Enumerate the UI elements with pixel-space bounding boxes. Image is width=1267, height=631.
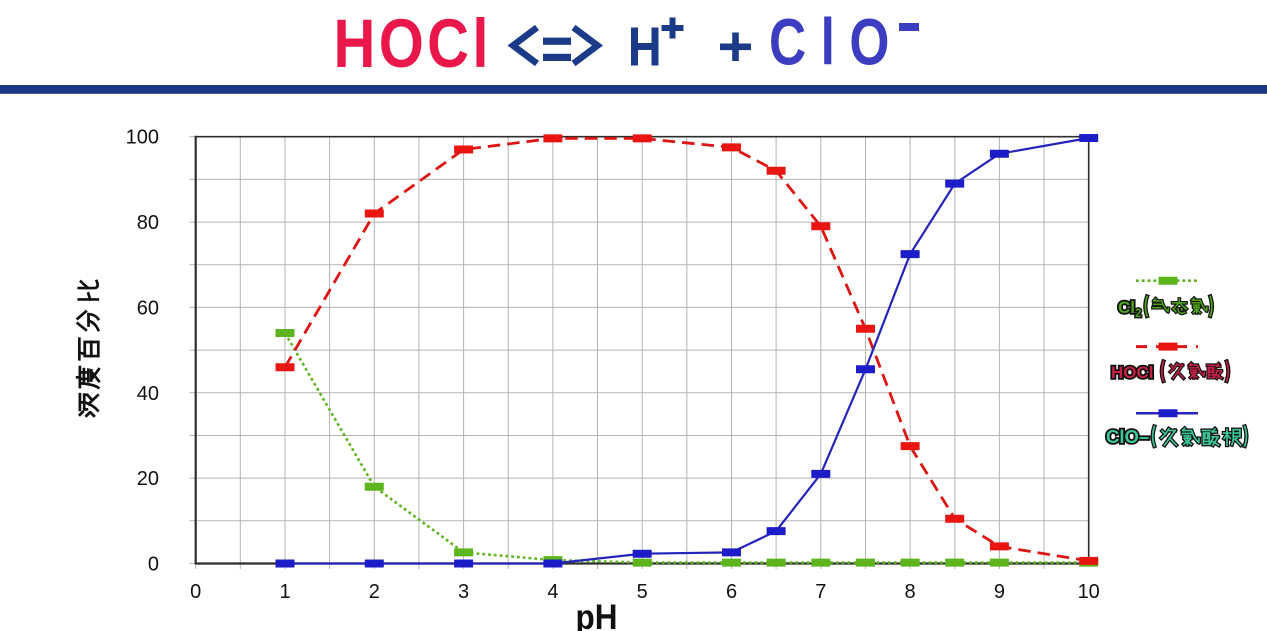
svg-text:60: 60 xyxy=(137,297,159,319)
svg-text:8: 8 xyxy=(905,581,916,603)
svg-text:4: 4 xyxy=(547,581,558,603)
svg-text:40: 40 xyxy=(137,383,159,405)
svg-text:5: 5 xyxy=(637,581,648,603)
svg-text:HOCl: HOCl xyxy=(1111,363,1154,382)
svg-text:6: 6 xyxy=(726,581,737,603)
svg-text:ClO: ClO xyxy=(769,4,904,79)
svg-text:7: 7 xyxy=(815,581,826,603)
svg-text:9: 9 xyxy=(994,581,1005,603)
svg-text:HOCl: HOCl xyxy=(334,4,492,82)
svg-text:80: 80 xyxy=(137,212,159,234)
svg-text:0: 0 xyxy=(190,581,201,603)
svg-text:Cl: Cl xyxy=(1118,298,1135,317)
svg-text:20: 20 xyxy=(137,468,159,490)
svg-text:10: 10 xyxy=(1078,581,1100,603)
svg-text:1: 1 xyxy=(279,581,290,603)
svg-text:3: 3 xyxy=(458,581,469,603)
svg-text:ClO–: ClO– xyxy=(1106,426,1149,447)
svg-text:2: 2 xyxy=(1135,308,1141,320)
svg-text:0: 0 xyxy=(148,554,159,576)
svg-text:pH: pH xyxy=(576,599,618,631)
svg-text:100: 100 xyxy=(126,127,159,149)
svg-text:2: 2 xyxy=(369,581,380,603)
